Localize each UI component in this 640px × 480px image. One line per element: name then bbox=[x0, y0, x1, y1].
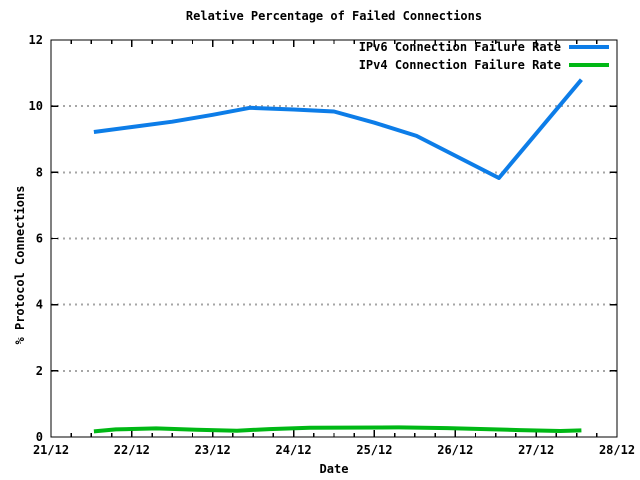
x-tick-label: 28/12 bbox=[599, 443, 635, 457]
y-tick-label: 12 bbox=[29, 33, 43, 47]
series-line-ipv6 bbox=[93, 78, 583, 180]
x-tick-label: 27/12 bbox=[518, 443, 554, 457]
series-line-ipv4 bbox=[93, 425, 582, 434]
y-tick-label: 2 bbox=[36, 364, 43, 378]
y-tick-label: 6 bbox=[36, 232, 43, 246]
x-tick-label: 24/12 bbox=[276, 443, 312, 457]
legend-line-swatch-ipv4 bbox=[569, 63, 609, 67]
x-tick-label: 23/12 bbox=[195, 443, 231, 457]
x-tick-label: 25/12 bbox=[356, 443, 392, 457]
x-tick-label: 21/12 bbox=[33, 443, 69, 457]
legend-line-swatch-ipv6 bbox=[569, 45, 609, 49]
x-axis-label: Date bbox=[319, 462, 349, 476]
x-tick-label: 26/12 bbox=[437, 443, 473, 457]
legend-label-ipv6: IPv6 Connection Failure Rate bbox=[358, 40, 561, 54]
y-tick-label: 0 bbox=[36, 430, 43, 444]
legend-label-ipv4: IPv4 Connection Failure Rate bbox=[358, 58, 561, 72]
legend: IPv6 Connection Failure Rate IPv4 Connec… bbox=[359, 38, 609, 74]
x-tick-label: 22/12 bbox=[114, 443, 150, 457]
y-tick-label: 8 bbox=[36, 165, 43, 179]
y-tick-label: 10 bbox=[29, 99, 43, 113]
chart-title: Relative Percentage of Failed Connection… bbox=[185, 9, 483, 23]
y-tick-label: 4 bbox=[36, 298, 43, 312]
legend-item-ipv6: IPv6 Connection Failure Rate bbox=[359, 38, 609, 56]
legend-item-ipv4: IPv4 Connection Failure Rate bbox=[359, 56, 609, 74]
